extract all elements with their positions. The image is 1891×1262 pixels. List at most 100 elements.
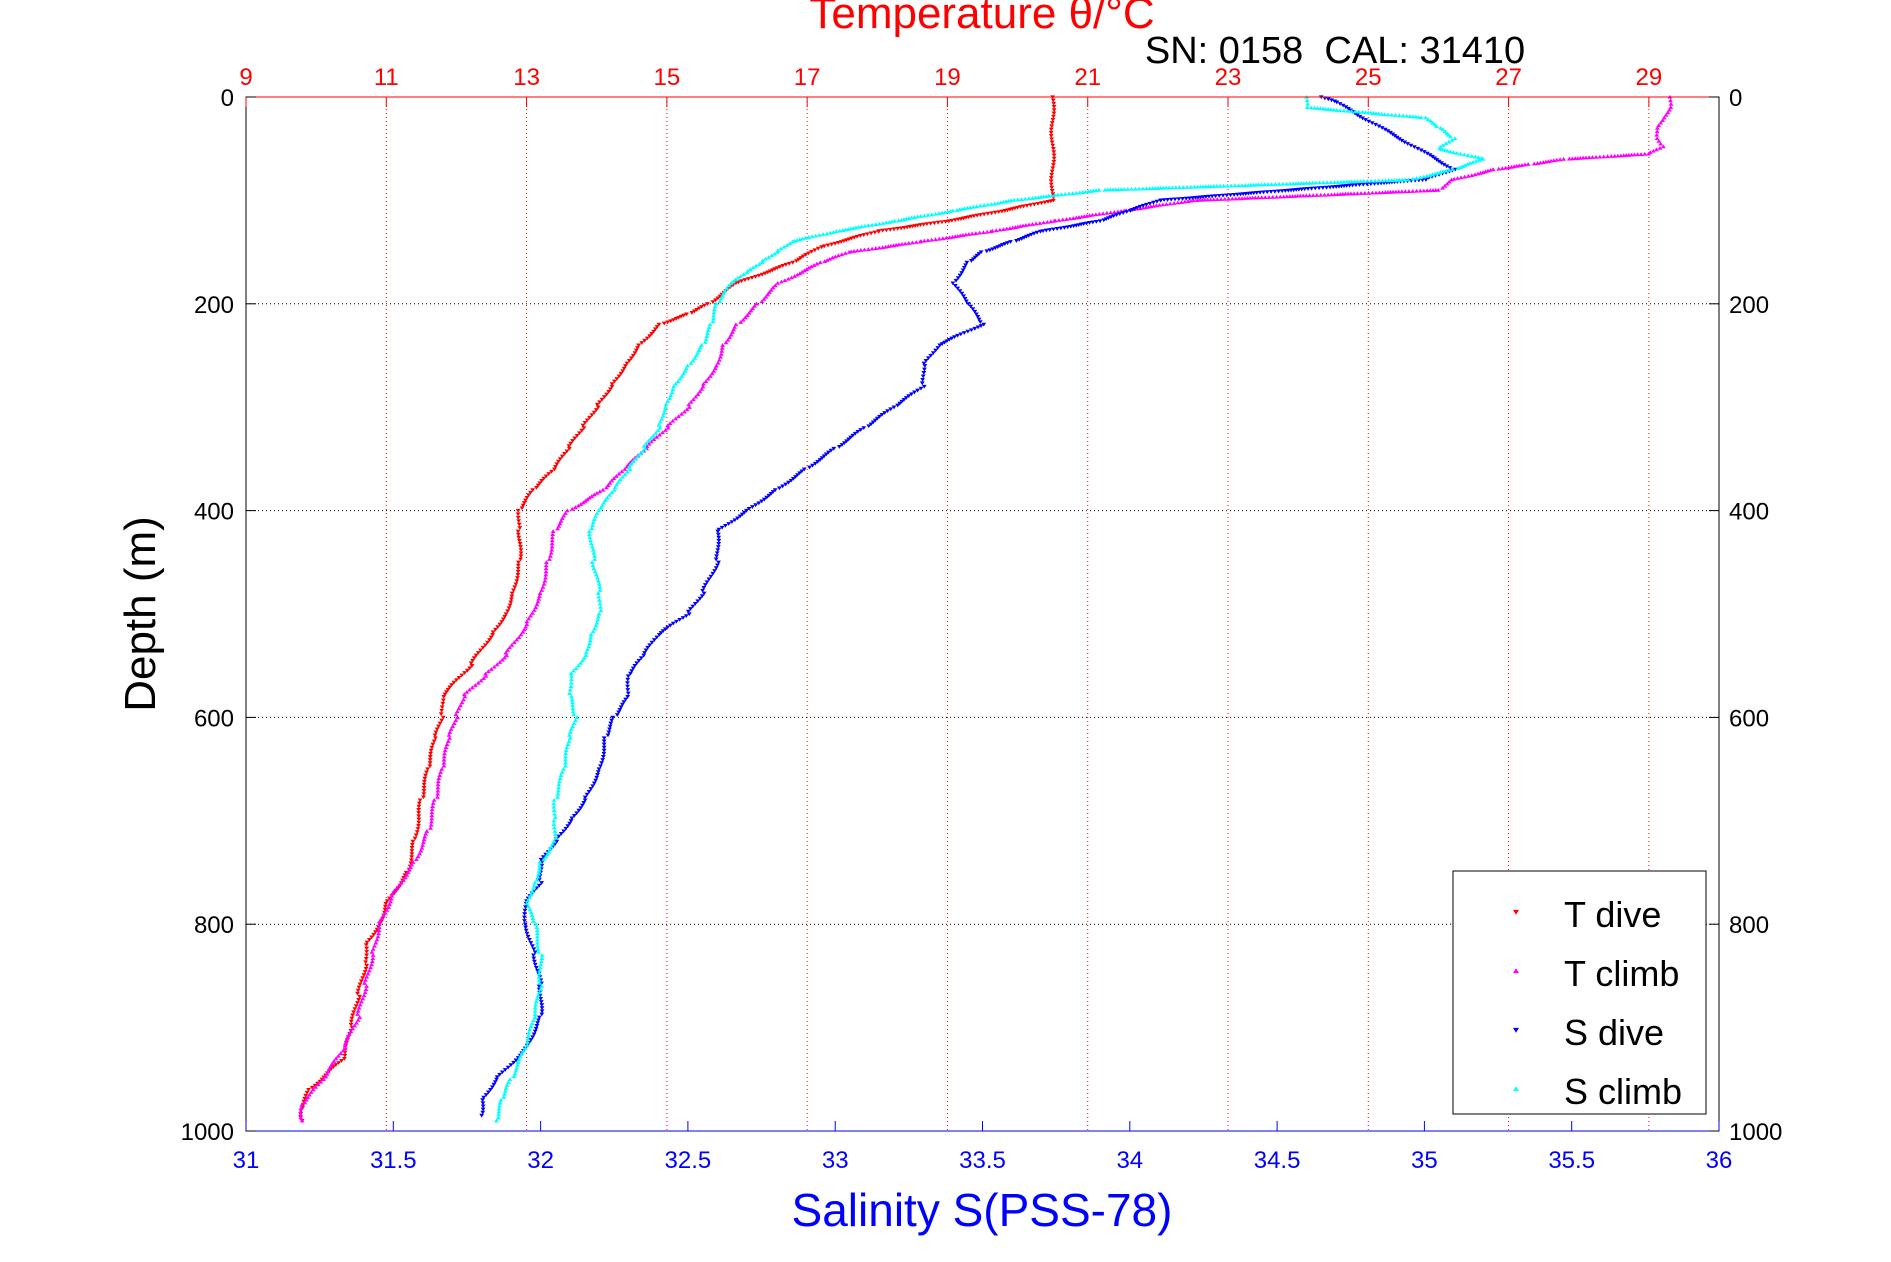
- data-point-s-climb: [497, 1100, 503, 1105]
- data-point-s-dive: [732, 518, 738, 523]
- data-point-s-climb: [1458, 151, 1463, 156]
- data-point-t-dive: [508, 600, 514, 605]
- data-point-s-climb: [988, 202, 994, 206]
- data-point-s-dive: [920, 377, 926, 382]
- data-point-t-dive: [745, 277, 751, 281]
- salinity-tick-label: 33: [822, 1147, 849, 1174]
- data-point-t-climb: [1100, 211, 1106, 216]
- data-point-s-dive: [1180, 196, 1185, 201]
- data-point-t-dive: [935, 220, 941, 225]
- data-point-s-dive: [1127, 209, 1133, 213]
- data-point-t-dive: [436, 724, 441, 729]
- data-point-s-climb: [514, 1063, 520, 1067]
- data-point-t-dive: [356, 985, 362, 990]
- data-point-s-climb: [1349, 109, 1354, 113]
- data-point-s-climb: [593, 514, 598, 519]
- data-point-s-climb: [817, 232, 822, 237]
- data-point-t-climb: [298, 1106, 304, 1110]
- data-point-t-dive: [946, 219, 952, 224]
- data-point-s-climb: [627, 467, 633, 471]
- data-point-t-climb: [1410, 188, 1416, 193]
- data-point-t-climb: [589, 494, 595, 498]
- data-point-s-dive: [921, 384, 927, 389]
- data-point-t-dive: [753, 274, 758, 279]
- data-point-s-dive: [764, 495, 770, 500]
- data-point-t-dive: [572, 436, 578, 441]
- data-point-s-dive: [1272, 189, 1278, 194]
- data-point-s-dive: [753, 503, 759, 508]
- data-point-t-dive: [1051, 153, 1057, 158]
- legend-marker-t-dive: [1513, 909, 1519, 915]
- data-point-t-dive: [447, 685, 453, 690]
- data-point-s-dive: [1054, 227, 1060, 231]
- data-point-t-climb: [600, 487, 606, 492]
- data-point-t-dive: [422, 776, 428, 781]
- data-point-t-climb: [549, 547, 555, 552]
- salinity-tick-label: 34: [1116, 1147, 1143, 1174]
- data-point-s-dive: [780, 484, 786, 489]
- depth-tick-label-right: 200: [1729, 292, 1769, 319]
- data-point-s-climb: [970, 204, 976, 209]
- data-point-s-climb: [535, 934, 540, 939]
- data-point-t-dive: [364, 946, 370, 951]
- data-point-t-climb: [497, 660, 503, 664]
- data-point-t-climb: [417, 851, 423, 856]
- data-point-s-dive: [528, 1038, 534, 1042]
- data-point-s-climb: [877, 221, 882, 226]
- data-point-s-climb: [525, 1036, 531, 1041]
- data-point-s-climb: [1290, 181, 1296, 186]
- data-point-s-climb: [551, 825, 557, 830]
- data-point-s-dive: [1183, 196, 1189, 201]
- data-point-t-climb: [977, 230, 982, 235]
- data-point-t-dive: [621, 366, 627, 371]
- data-point-t-climb: [402, 875, 408, 880]
- data-point-t-climb: [451, 721, 457, 725]
- data-point-t-dive: [353, 1004, 359, 1009]
- data-point-s-climb: [588, 541, 594, 546]
- data-point-t-climb: [370, 956, 376, 961]
- data-point-s-climb: [586, 529, 592, 533]
- data-point-t-climb: [1654, 125, 1660, 130]
- data-point-t-climb: [1366, 190, 1372, 195]
- data-point-s-dive: [715, 548, 721, 553]
- data-point-s-climb: [581, 655, 587, 660]
- data-point-t-dive: [647, 334, 653, 339]
- data-point-s-dive: [960, 268, 966, 273]
- data-point-s-climb: [515, 1060, 521, 1065]
- data-point-t-dive: [518, 548, 524, 553]
- data-point-s-dive: [963, 299, 969, 304]
- data-point-s-climb: [1173, 185, 1179, 190]
- data-point-t-climb: [1154, 203, 1159, 208]
- data-point-s-climb: [843, 227, 849, 232]
- data-point-s-dive: [737, 514, 743, 519]
- data-point-t-climb: [651, 437, 657, 442]
- data-point-s-climb: [677, 376, 683, 381]
- data-point-t-climb: [839, 252, 845, 257]
- data-point-t-dive: [1048, 127, 1054, 132]
- data-point-s-climb: [1184, 185, 1190, 189]
- data-point-s-climb: [1400, 113, 1406, 118]
- data-point-s-climb: [883, 220, 889, 225]
- temperature-tick-label: 27: [1495, 64, 1522, 91]
- data-point-s-dive: [716, 560, 721, 565]
- data-point-s-dive: [1312, 186, 1318, 191]
- data-point-t-climb: [1179, 200, 1184, 204]
- data-point-s-dive: [1373, 122, 1379, 127]
- data-point-s-climb: [1304, 98, 1310, 103]
- data-point-t-dive: [518, 551, 524, 556]
- data-point-t-climb: [1380, 190, 1385, 195]
- data-point-t-dive: [468, 661, 474, 666]
- data-point-s-climb: [596, 594, 602, 599]
- data-point-s-climb: [1328, 180, 1334, 185]
- data-point-s-climb: [578, 660, 584, 665]
- data-point-s-climb: [537, 965, 543, 970]
- data-point-s-climb: [862, 223, 868, 228]
- data-point-t-dive: [439, 718, 445, 723]
- data-point-s-dive: [1364, 182, 1370, 187]
- data-point-t-climb: [591, 492, 597, 497]
- data-point-s-dive: [976, 317, 982, 322]
- data-point-s-climb: [682, 368, 688, 373]
- data-point-t-dive: [868, 231, 874, 236]
- data-point-t-climb: [1522, 162, 1528, 167]
- data-point-s-climb: [1448, 134, 1453, 139]
